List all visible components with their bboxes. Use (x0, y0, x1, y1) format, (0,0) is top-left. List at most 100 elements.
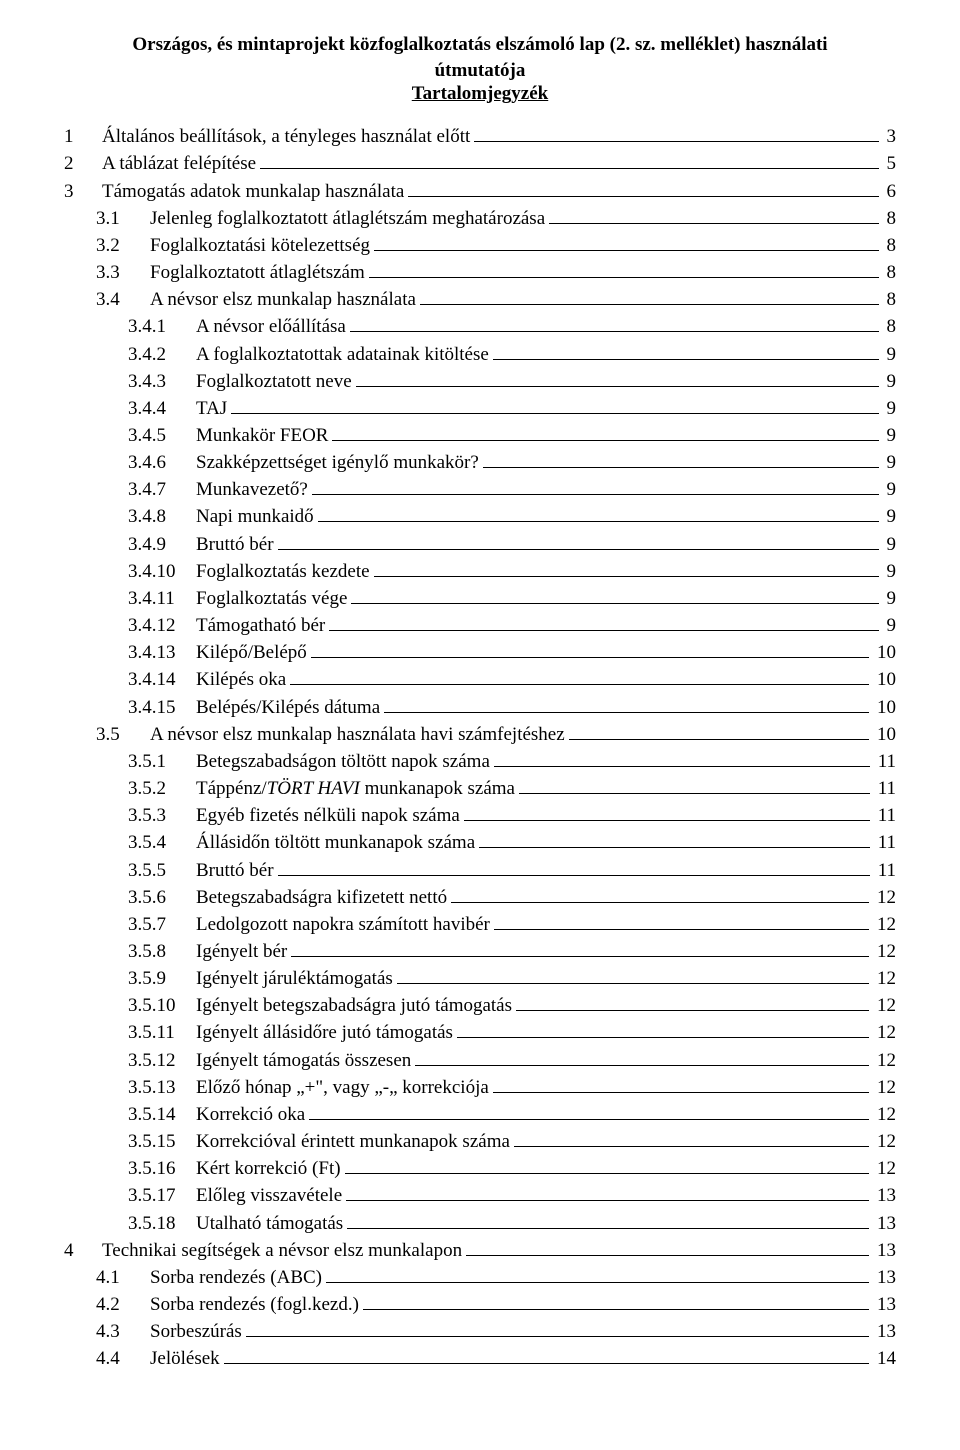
toc-row: 3Támogatás adatok munkalap használata6 (64, 178, 896, 205)
toc-leader-line (346, 1200, 869, 1201)
toc-row: 3.3Foglalkoztatott átlaglétszám8 (64, 259, 896, 286)
toc-page-number: 12 (873, 884, 896, 911)
toc-leader-line (290, 684, 869, 685)
toc-row: 3.5.7Ledolgozott napokra számított havib… (64, 911, 896, 938)
toc-leader-line (483, 467, 879, 468)
toc-label: Igényelt bér (196, 938, 287, 965)
toc-label: Táppénz/TÖRT HAVI munkanapok száma (196, 775, 515, 802)
toc-number: 3.5.5 (128, 857, 196, 884)
toc-label: Sorba rendezés (ABC) (150, 1264, 322, 1291)
toc-label: Foglalkoztatás kezdete (196, 558, 370, 585)
toc-number: 4.3 (96, 1318, 150, 1345)
toc-label: Betegszabadságra kifizetett nettó (196, 884, 447, 911)
toc-page-number: 13 (873, 1182, 896, 1209)
toc-label: Ledolgozott napokra számított havibér (196, 911, 490, 938)
document-page: Országos, és mintaprojekt közfoglalkozta… (0, 0, 960, 1412)
toc-number: 3.4.13 (128, 639, 196, 666)
toc-page-number: 6 (883, 178, 897, 205)
toc-label: Korrekció oka (196, 1101, 305, 1128)
toc-page-number: 9 (883, 503, 897, 530)
toc-row: 3.4.12Támogatható bér9 (64, 612, 896, 639)
toc-number: 3.4.15 (128, 694, 196, 721)
toc-label: Szakképzettséget igénylő munkakör? (196, 449, 479, 476)
toc-leader-line (464, 820, 870, 821)
toc-leader-line (408, 196, 878, 197)
toc-label: Belépés/Kilépés dátuma (196, 694, 380, 721)
toc-label: Előző hónap „+", vagy „-„ korrekciója (196, 1074, 489, 1101)
toc-row: 3.5.13Előző hónap „+", vagy „-„ korrekci… (64, 1074, 896, 1101)
toc-leader-line (278, 549, 879, 550)
toc-label: Technikai segítségek a névsor elsz munka… (102, 1237, 462, 1264)
toc-page-number: 9 (883, 449, 897, 476)
toc-number: 3.4.1 (128, 313, 196, 340)
toc-page-number: 9 (883, 612, 897, 639)
toc-number: 3.5.7 (128, 911, 196, 938)
toc-page-number: 9 (883, 341, 897, 368)
toc-page-number: 10 (873, 666, 896, 693)
toc-leader-line (350, 331, 879, 332)
toc-row: 4.3Sorbeszúrás13 (64, 1318, 896, 1345)
toc-page-number: 9 (883, 585, 897, 612)
toc-leader-line (384, 712, 869, 713)
toc-number: 3.5.13 (128, 1074, 196, 1101)
toc-row: 3.4.1A névsor előállítása8 (64, 313, 896, 340)
toc-number: 3.4.7 (128, 476, 196, 503)
toc-row: 4.2Sorba rendezés (fogl.kezd.)13 (64, 1291, 896, 1318)
toc-label: Munkakör FEOR (196, 422, 328, 449)
toc-leader-line (569, 739, 869, 740)
title-line-2: útmutatója (435, 60, 526, 81)
toc-page-number: 13 (873, 1210, 896, 1237)
toc-page-number: 14 (873, 1345, 896, 1372)
toc-row: 3.4.7Munkavezető?9 (64, 476, 896, 503)
toc-number: 3.4.5 (128, 422, 196, 449)
toc-row: 3.5.9Igényelt járuléktámogatás12 (64, 965, 896, 992)
toc-page-number: 13 (873, 1237, 896, 1264)
toc-number: 4.1 (96, 1264, 150, 1291)
toc-number: 2 (64, 150, 102, 177)
toc-leader-line (291, 956, 869, 957)
toc-number: 3.2 (96, 232, 150, 259)
toc-row: 3.4.5Munkakör FEOR9 (64, 422, 896, 449)
toc-number: 3.1 (96, 205, 150, 232)
toc-row: 3.5.18Utalható támogatás13 (64, 1210, 896, 1237)
toc-number: 3.4.6 (128, 449, 196, 476)
toc-leader-line (374, 250, 878, 251)
toc-number: 3.5.17 (128, 1182, 196, 1209)
toc-page-number: 13 (873, 1264, 896, 1291)
toc-row: 3.4.8Napi munkaidő9 (64, 503, 896, 530)
toc-label: Foglalkoztatás vége (196, 585, 347, 612)
toc-page-number: 12 (873, 992, 896, 1019)
toc-page-number: 13 (873, 1291, 896, 1318)
toc-label: Jelenleg foglalkoztatott átlaglétszám me… (150, 205, 545, 232)
toc-row: 3.4.2A foglalkoztatottak adatainak kitöl… (64, 341, 896, 368)
page-subtitle: Tartalomjegyzék (64, 83, 896, 105)
toc-leader-line (351, 603, 878, 604)
toc-leader-line (326, 1282, 869, 1283)
toc-number: 3.4.11 (128, 585, 196, 612)
toc-leader-line (466, 1255, 869, 1256)
toc-page-number: 8 (883, 259, 897, 286)
toc-page-number: 9 (883, 558, 897, 585)
toc-label: Általános beállítások, a tényleges haszn… (102, 123, 470, 150)
toc-number: 3.5.14 (128, 1101, 196, 1128)
toc-label: A táblázat felépítése (102, 150, 256, 177)
toc-leader-line (329, 630, 878, 631)
toc-row: 3.5.5Bruttó bér11 (64, 857, 896, 884)
toc-leader-line (312, 494, 879, 495)
toc-page-number: 11 (874, 802, 896, 829)
toc-page-number: 10 (873, 721, 896, 748)
toc-page-number: 12 (873, 1047, 896, 1074)
toc-leader-line (347, 1228, 869, 1229)
toc-page-number: 11 (874, 857, 896, 884)
toc-row: 3.5.14Korrekció oka12 (64, 1101, 896, 1128)
toc-leader-line (451, 902, 869, 903)
toc-row: 3.4.3Foglalkoztatott neve9 (64, 368, 896, 395)
toc-number: 3.4.14 (128, 666, 196, 693)
toc-leader-line (318, 521, 879, 522)
toc-row: 3.4.9Bruttó bér9 (64, 531, 896, 558)
title-line-1: Országos, és mintaprojekt közfoglalkozta… (132, 34, 827, 55)
toc-row: 4.4Jelölések14 (64, 1345, 896, 1372)
toc-page-number: 12 (873, 1128, 896, 1155)
toc-number: 3.5.15 (128, 1128, 196, 1155)
toc-row: 3.4.15Belépés/Kilépés dátuma10 (64, 694, 896, 721)
